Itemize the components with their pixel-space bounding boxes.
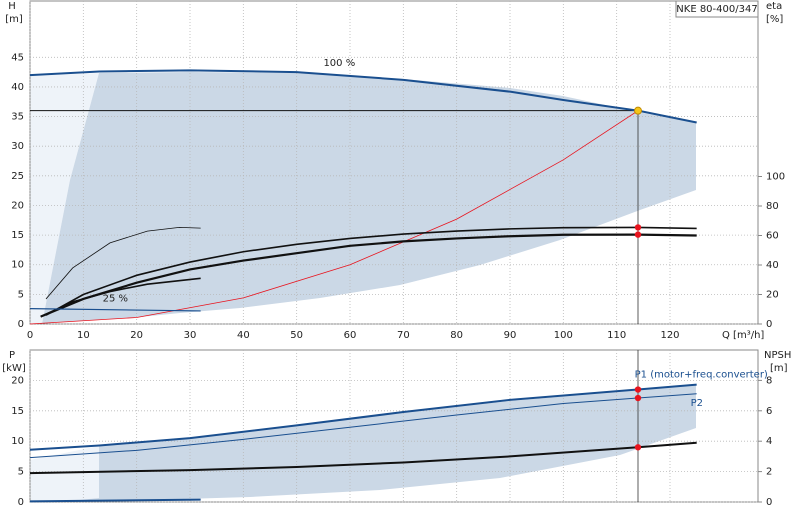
series-line	[29, 383, 697, 451]
x-tick-label: 70	[397, 330, 410, 341]
operating-point	[634, 394, 642, 402]
x-tick-label: 90	[504, 330, 517, 341]
y-axis-unit: [kW]	[2, 363, 26, 374]
y2-tick-label: 8	[766, 375, 772, 386]
x-tick-label: 20	[130, 330, 143, 341]
y2-tick-label: 60	[766, 231, 779, 242]
model-label: NKE 80-400/347	[676, 4, 757, 15]
x-tick-label: 10	[77, 330, 90, 341]
operating-point	[634, 224, 642, 231]
y-tick-label: 25	[11, 171, 24, 182]
x-axis-label: Q [m³/h]	[722, 330, 764, 341]
y-tick-label: 30	[11, 141, 24, 152]
y-tick-label: 45	[11, 52, 24, 63]
y-axis-label: H	[8, 1, 16, 12]
y2-axis-label: NPSH	[764, 350, 791, 361]
x-tick-label: 110	[607, 330, 626, 341]
y2-tick-label: 0	[766, 497, 772, 508]
series-line	[40, 233, 697, 318]
y2-tick-label: 6	[766, 406, 772, 417]
y-tick-label: 20	[11, 200, 24, 211]
y-tick-label: 15	[11, 406, 24, 417]
x-tick-label: 30	[184, 330, 197, 341]
operating-point	[634, 444, 642, 451]
series-line	[29, 498, 201, 503]
y-tick-label: 15	[11, 230, 24, 241]
series-line	[40, 277, 201, 318]
x-tick-label: 50	[290, 330, 303, 341]
range-area	[60, 385, 696, 502]
x-tick-label: 120	[660, 330, 679, 341]
model-box	[675, 0, 759, 18]
x-tick-label: 40	[237, 330, 250, 341]
annotation: 100 %	[323, 58, 355, 69]
series-line	[45, 226, 201, 300]
range-light	[30, 446, 99, 502]
series-line	[29, 393, 697, 459]
range-area	[42, 72, 696, 324]
y-tick-label: 5	[18, 467, 24, 478]
range-light	[30, 73, 99, 324]
y-tick-label: 35	[11, 112, 24, 123]
legend-label: P2	[691, 398, 703, 409]
y2-axis-unit: [%]	[766, 14, 783, 25]
x-tick-label: 60	[344, 330, 357, 341]
y-tick-label: 20	[11, 375, 24, 386]
y-tick-label: 0	[18, 497, 24, 508]
y2-axis-unit: [m]	[770, 363, 788, 374]
x-tick-label: 80	[450, 330, 463, 341]
y-tick-label: 0	[18, 319, 24, 330]
y2-axis-label: eta	[766, 1, 782, 12]
series-line	[45, 226, 697, 316]
x-tick-label: 100	[554, 330, 573, 341]
operating-point	[634, 386, 642, 393]
series-line	[29, 307, 201, 312]
y-tick-label: 10	[11, 436, 24, 447]
legend-label: P1 (motor+freq.converter)	[635, 370, 768, 381]
operating-point	[634, 231, 642, 238]
series-line	[29, 69, 697, 124]
annotation: 25 %	[103, 294, 128, 305]
series-line	[29, 110, 639, 325]
y-tick-label: 10	[11, 260, 24, 271]
y2-tick-label: 80	[766, 201, 779, 212]
y2-tick-label: 100	[766, 172, 785, 183]
y2-tick-label: 20	[766, 290, 779, 301]
x-tick-label: 0	[27, 330, 33, 341]
y-tick-label: 5	[18, 289, 24, 300]
y-tick-label: 40	[11, 82, 24, 93]
y2-tick-label: 40	[766, 260, 779, 271]
y2-tick-label: 4	[766, 436, 772, 447]
y-axis-label: P	[9, 350, 15, 361]
y2-tick-label: 0	[766, 319, 772, 330]
duty-point	[634, 106, 642, 115]
y-axis-unit: [m]	[5, 14, 23, 25]
y2-tick-label: 2	[766, 467, 772, 478]
